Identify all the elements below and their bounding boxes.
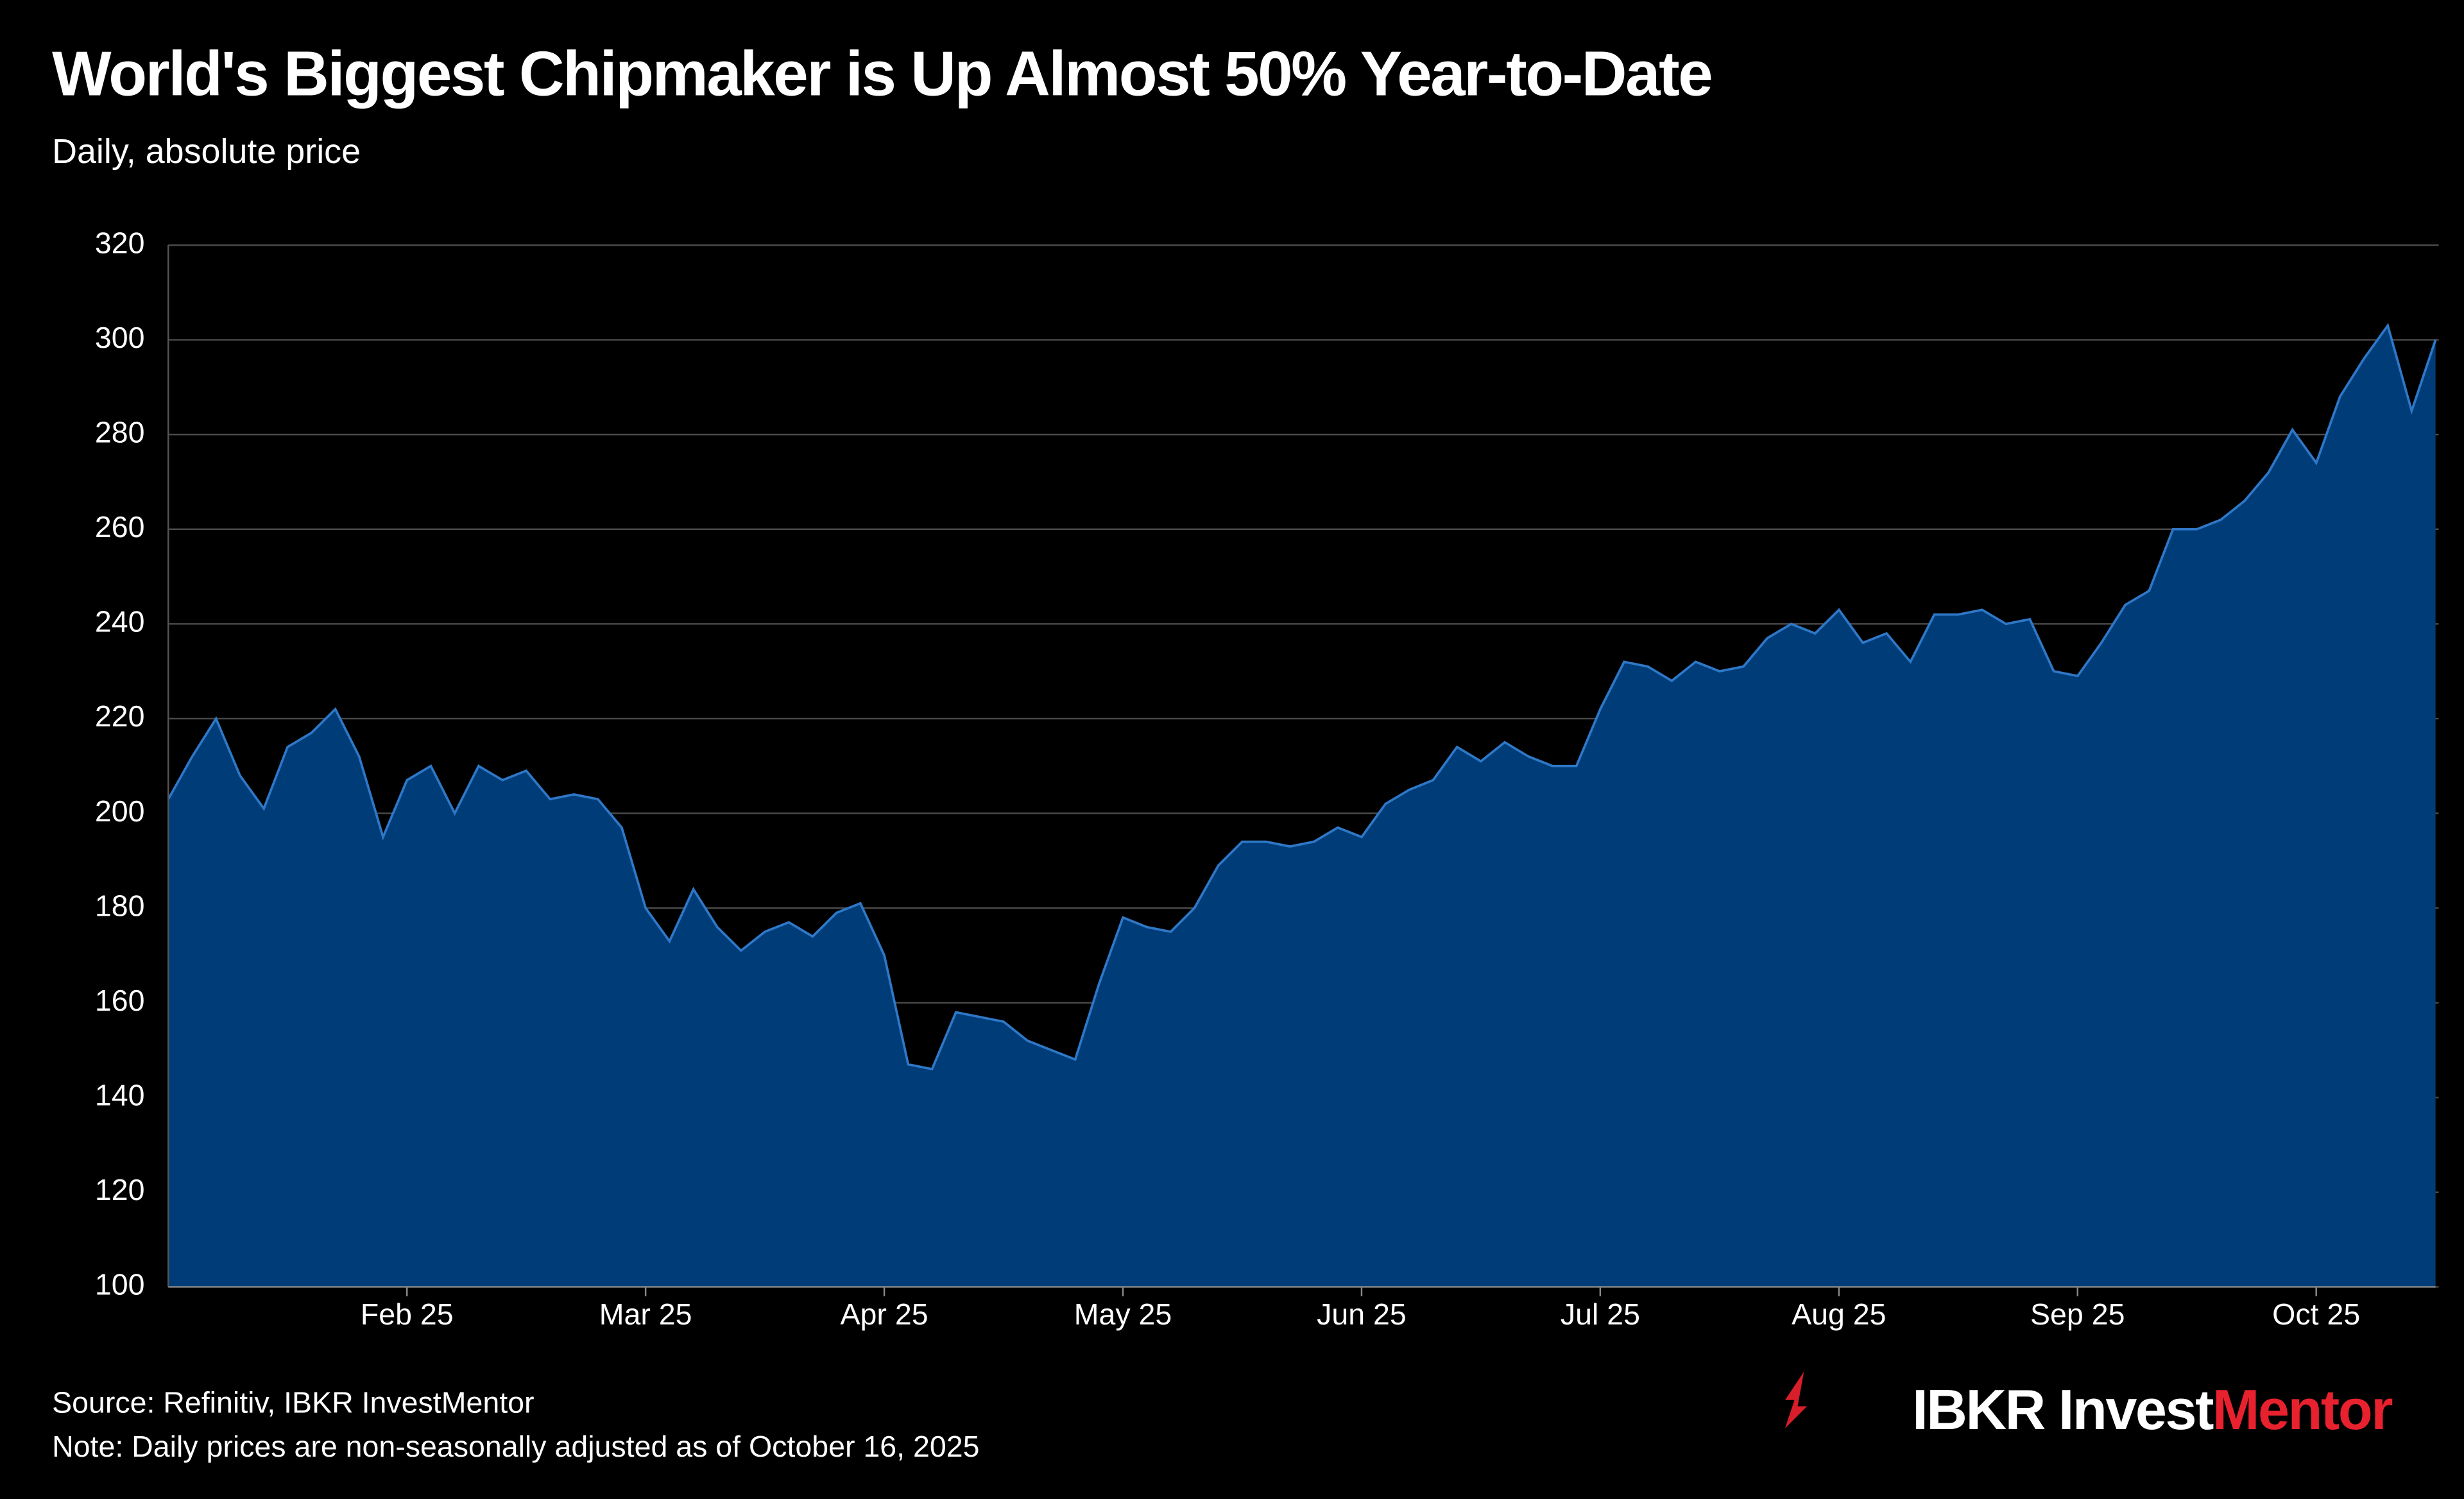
y-tick-label: 280 <box>95 415 145 449</box>
x-tick-label: Mar 25 <box>599 1298 692 1331</box>
y-tick-label: 200 <box>95 794 145 828</box>
source: Source: Refinitiv, IBKR InvestMentor <box>52 1385 534 1419</box>
y-tick-label: 120 <box>95 1173 145 1206</box>
line <box>167 323 2437 1071</box>
brand-icon <box>1784 1371 1808 1428</box>
y-tick-label: 320 <box>95 226 145 259</box>
x-tick-label: Aug 25 <box>1792 1298 1886 1331</box>
area <box>168 325 2436 1287</box>
chart-title: World's Biggest Chipmaker is Up Almost 5… <box>52 38 1711 108</box>
x-tick-label: May 25 <box>1074 1298 1172 1331</box>
note: Note: Daily prices are non-seasonally ad… <box>52 1430 979 1463</box>
y-tick-label: 140 <box>95 1079 145 1112</box>
x-tick-label: Feb 25 <box>361 1298 454 1331</box>
y-tick-label: 100 <box>95 1268 145 1301</box>
x-tick-label: Sep 25 <box>2030 1298 2125 1331</box>
chart-subtitle: Daily, absolute price <box>52 132 361 171</box>
y-tick-label: 220 <box>95 699 145 733</box>
y-tick-label: 260 <box>95 510 145 544</box>
x-tick-label: Jun 25 <box>1317 1298 1407 1331</box>
y-tick-label: 180 <box>95 889 145 922</box>
brand: IBKR InvestMentor <box>1912 1378 2392 1441</box>
y-tick-label: 160 <box>95 984 145 1017</box>
y-tick-label: 240 <box>95 605 145 638</box>
x-tick-label: Oct 25 <box>2272 1298 2360 1331</box>
brand-main: IBKR Invest <box>1912 1378 2214 1441</box>
x-tick-label: Jul 25 <box>1561 1298 1640 1331</box>
x-tick-label: Apr 25 <box>841 1298 928 1331</box>
brand-accent: Mentor <box>2212 1378 2392 1441</box>
y-tick-label: 300 <box>95 321 145 354</box>
